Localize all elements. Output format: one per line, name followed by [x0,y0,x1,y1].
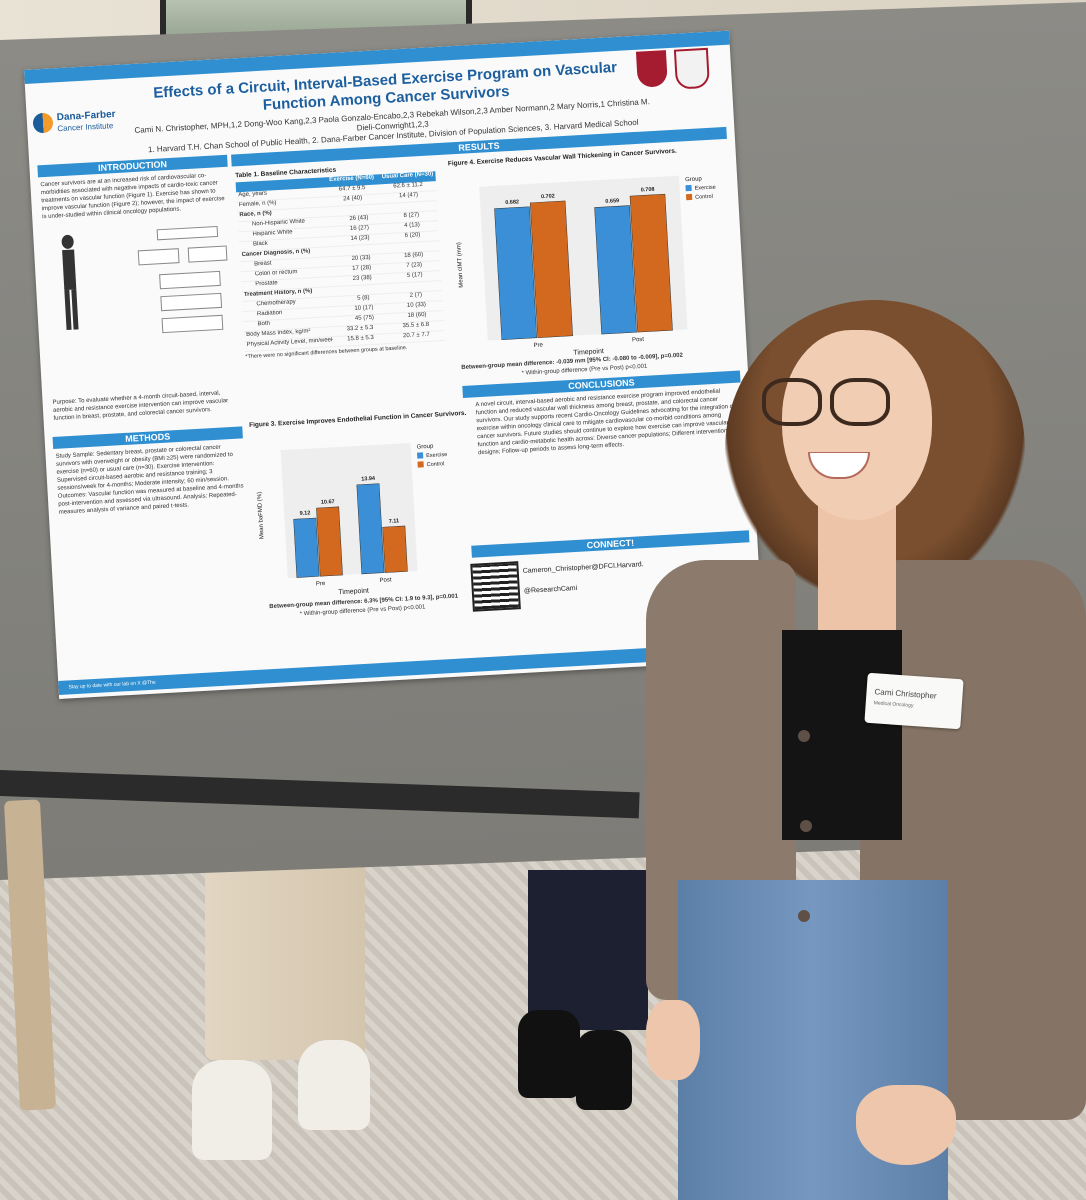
conclusions-text: A novel circuit, interval-based aerobic … [475,388,735,457]
qr-code [470,561,521,612]
data-label: 10.67 [321,499,335,506]
bar [293,517,320,578]
bar [382,525,408,573]
purpose-text: Purpose: To evaluate whether a 4-month c… [52,390,229,422]
black-shoe [518,1010,580,1098]
y-axis-label: Mean baFMD (%) [257,492,266,540]
hand [646,1000,700,1080]
baseline-table: Exercise (N=60) Usual Care (N=30) Age, y… [235,171,448,404]
y-axis-label: Mean cIMT (mm) [456,242,465,288]
body-figure-illustration [61,225,228,334]
logo-mark-icon [32,112,54,134]
data-label: 13.94 [361,476,376,483]
white-sneaker [192,1060,272,1160]
x-tick-label: Post [379,577,392,584]
methods-text: Study Sample: Sedentary breast, prostate… [55,444,244,516]
legend-title: Group [685,176,703,183]
bar [529,200,573,339]
intro-text: Cancer survivors are at an increased ris… [40,172,225,221]
legend-swatch [685,184,692,192]
white-sneaker [298,1040,370,1130]
data-label: 0.682 [505,199,519,206]
legend-swatch [417,461,424,468]
background-person-legs-dark [528,870,648,1030]
data-label: 0.659 [605,198,619,205]
x-axis-label: Timepoint [573,348,604,357]
cardigan-button [800,820,812,832]
bar [356,483,385,575]
legend-label: Exercise [426,452,447,459]
table-cell: 15.8 ± 5.3 [347,334,374,343]
legend-title: Group [417,444,435,451]
data-label: 0.708 [641,187,655,194]
data-label: 0.702 [541,193,555,200]
research-poster: Dana-Farber Cancer Institute Effects of … [24,30,765,700]
legend-label: Control [695,194,713,201]
legend-label: Control [427,461,445,468]
medical-school-shield-icon [673,47,711,90]
x-tick-label: Pre [316,581,326,588]
legend-swatch [685,193,693,201]
bar [594,205,637,335]
name-tag-name: Cami Christopher [874,687,937,701]
table-body: Age, years 64.7 ± 9.5 62.6 ± 11.2 Female, n… [236,181,445,353]
email-text: Cameron_Christopher@DFCI.Harvard. [522,561,644,575]
name-tag-role: Medical Oncology [873,700,914,709]
x-axis-label: Timepoint [338,588,369,597]
bar [629,193,673,333]
dana-farber-logo: Dana-Farber Cancer Institute [32,104,133,136]
legend-label: Exercise [695,185,716,192]
name-tag: Cami Christopher Medical Oncology [864,672,964,730]
glasses-icon [762,378,822,426]
bar [494,206,538,341]
fig4-chart: Mean cIMT (mm) Timepoint Pre 0.682 0.702 Post… [456,175,716,357]
cardigan-button [798,730,810,742]
harvard-shield-icon [635,50,668,88]
table-cell: 20.7 ± 7.7 [402,331,430,340]
x-tick-label: Pre [533,342,543,349]
fig3-chart: Mean baFMD (%) Timepoint Pre 9.12 10.67 Post 1… [257,443,447,597]
x-tick-label: Post [632,337,645,344]
black-shoe [576,1030,632,1110]
logo-line2: Cancer Institute [57,121,114,134]
legend-swatch [416,452,424,459]
hand [856,1085,956,1165]
cardigan-button [798,910,810,922]
bar [316,506,343,577]
data-label: 9.12 [299,510,310,517]
glasses-icon [830,378,890,426]
x-handle-text: @ResearchCami [523,584,578,595]
data-label: 7.11 [389,518,400,525]
